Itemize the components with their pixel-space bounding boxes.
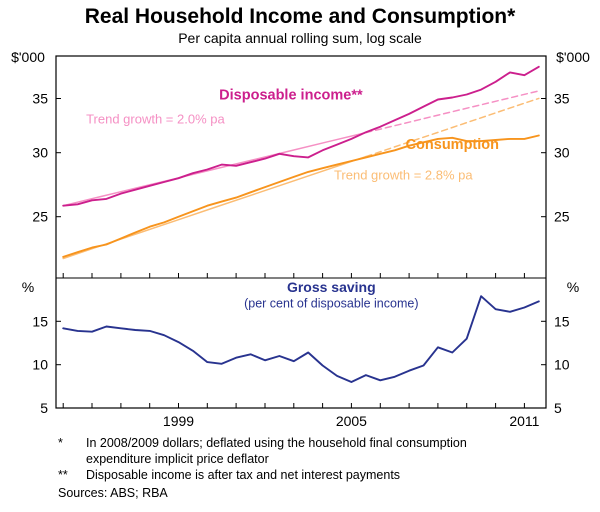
chart-title: Real Household Income and Consumption* (84, 5, 516, 28)
x-tick-label: 2005 (336, 413, 367, 429)
footnote-2: ** Disposable income is after tax and ne… (58, 467, 564, 483)
annotation-gross-saving: Gross saving (287, 279, 376, 295)
plot-border (55, 55, 547, 409)
sources-line: Sources: ABS; RBA (58, 486, 168, 500)
annotation-consumption: Consumption (406, 137, 499, 153)
y-axis-unit-left: $'000 (11, 49, 45, 65)
y-axis-unit-right: % (567, 279, 579, 295)
y-axis-unit-left: % (22, 279, 34, 295)
footnote-1-marker: * (58, 436, 63, 450)
annotation-disposable-income: Disposable income** (219, 88, 363, 104)
annotation-trend-growth-2-0-pa: Trend growth = 2.0% pa (86, 112, 225, 127)
footnote-2-text: Disposable income is after tax and net i… (86, 468, 401, 482)
y-tick-label-right: 30 (554, 145, 570, 161)
series-consumption (62, 134, 540, 258)
footnote-1-text: In 2008/2009 dollars; deflated using the… (86, 436, 467, 466)
y-tick-label-left: 5 (40, 400, 48, 416)
y-tick-label-left: 30 (32, 145, 48, 161)
y-tick-label-left: 10 (32, 357, 48, 373)
y-axis-unit-right: $'000 (556, 49, 590, 65)
footnote-1: * In 2008/2009 dollars; deflated using t… (58, 435, 564, 467)
chart-canvas: 25 25 30 30 35 35 $'000 $'000 Disposable income*… (11, 49, 590, 429)
x-tick-label: 2011 (509, 413, 539, 429)
footnotes: * In 2008/2009 dollars; deflated using t… (0, 432, 600, 501)
series-disposable-income (62, 65, 540, 207)
series-gross-saving (62, 295, 540, 383)
y-tick-label-left: 25 (32, 209, 48, 225)
series-consumption-trend-dashed (365, 97, 540, 158)
annotation-per-cent-of-disposable-income: (per cent of disposable income) (244, 297, 418, 311)
series-disposable-income-trend-solid (62, 131, 367, 207)
y-tick-label-right: 25 (554, 209, 570, 225)
y-tick-label-right: 5 (554, 400, 562, 416)
x-tick-label: 1999 (163, 413, 194, 429)
chart-subtitle: Per capita annual rolling sum, log scale (178, 30, 422, 46)
y-tick-label-left: 35 (32, 91, 48, 107)
y-tick-label-right: 15 (554, 313, 570, 329)
y-tick-label-left: 15 (32, 313, 48, 329)
y-tick-label-right: 35 (554, 91, 570, 107)
annotation-trend-growth-2-8-pa: Trend growth = 2.8% pa (334, 167, 473, 182)
y-tick-label-right: 10 (554, 357, 570, 373)
footnote-2-marker: ** (58, 468, 68, 482)
series-disposable-income-trend-dashed (365, 90, 540, 134)
